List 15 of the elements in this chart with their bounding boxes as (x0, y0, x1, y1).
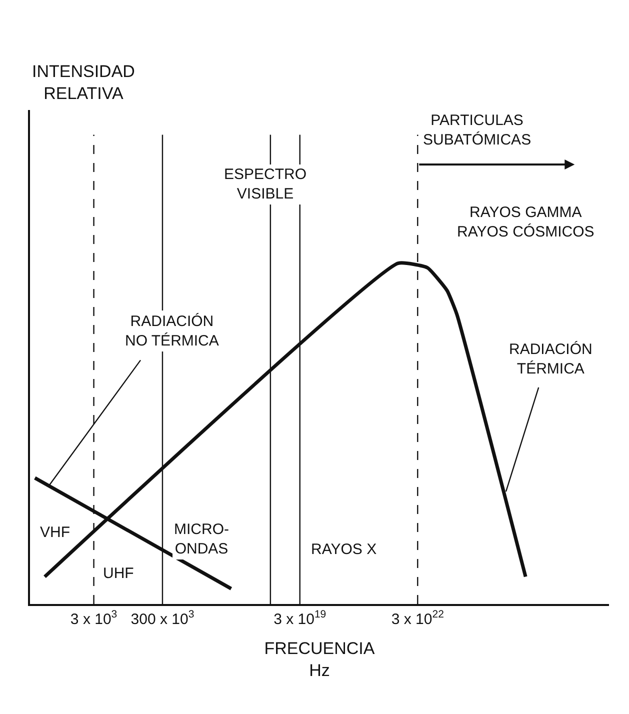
text: INTENSIDAD RELATIVA (32, 62, 135, 104)
x-tick-label: 3 x 10$^{19}$ (274, 608, 326, 628)
annotation: VHF (40, 524, 70, 541)
text: RAYOS GAMMA RAYOS CÓSMICOS (457, 204, 594, 240)
text: ESPECTRO VISIBLE (224, 166, 307, 202)
annotation: UHF (103, 565, 134, 582)
x-tick-label: 3 x 10$^{22}$ (391, 608, 444, 628)
x-tick-label: 3 x 10$^{3}$ (70, 608, 118, 628)
x-axis-title: FRECUENCIA Hz (264, 638, 376, 680)
annotation: RADIACIÓN TÉRMICA (509, 340, 592, 378)
annotation: RAYOS X (311, 541, 377, 558)
annotation: MICRO- ONDAS (174, 521, 229, 558)
x-tick-label: 300 x 10$^{3}$ (130, 608, 194, 628)
text: PARTICULAS SUBATÓMICAS (423, 112, 532, 148)
annotation: RADIACIÓN NO TÉRMICA (125, 312, 219, 350)
